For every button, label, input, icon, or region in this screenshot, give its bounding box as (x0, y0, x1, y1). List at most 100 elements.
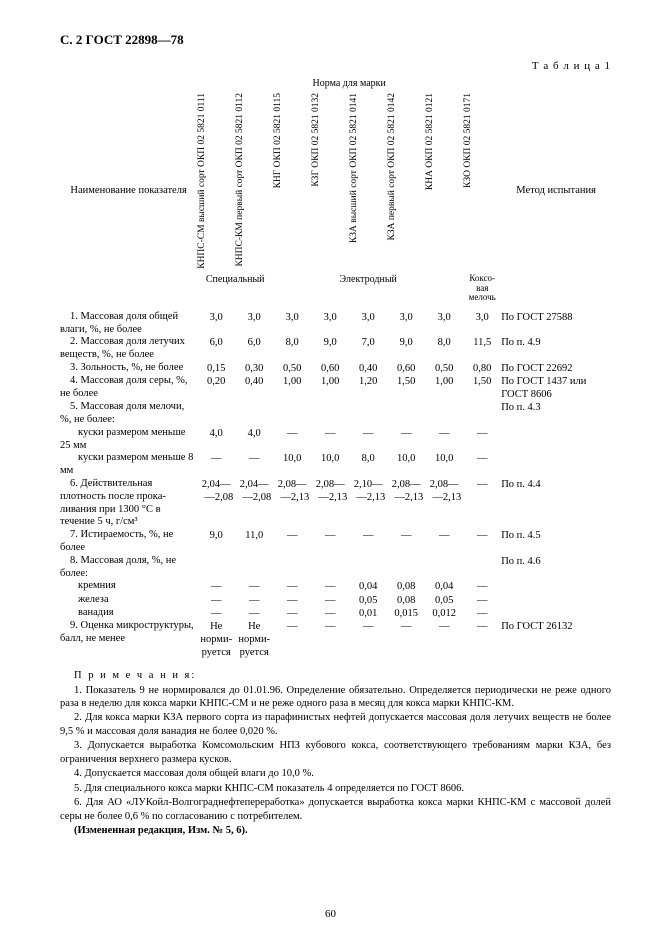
cell: — (311, 620, 349, 659)
cell: Не норми- руется (235, 620, 273, 659)
method-cell: По ГОСТ 22692 (501, 362, 611, 375)
cell (197, 555, 235, 581)
cell: — (311, 529, 349, 555)
cell: 2,08— —2,13 (387, 478, 425, 529)
note-item: 4. Допускается массовая доля общей влаги… (60, 767, 611, 780)
cell: 9,0 (311, 336, 349, 362)
top-header: Норма для марки (197, 78, 501, 91)
cell: 0,50 (425, 362, 463, 375)
row-name: железа (60, 594, 197, 607)
col-code: КЗА высший сорт ОКП 02 5821 0141 (349, 91, 387, 275)
group-electrode: Электродный (273, 274, 463, 302)
cell: 0,08 (387, 580, 425, 593)
cell: 3,0 (425, 311, 463, 337)
cell: 8,0 (273, 336, 311, 362)
cell: — (235, 607, 273, 620)
note-item: 2. Для кокса марки КЗА первого сорта из … (60, 711, 611, 738)
method-cell: По п. 4.4 (501, 478, 611, 529)
notes: П р и м е ч а н и я: 1. Показатель 9 не … (60, 669, 611, 837)
row-name: 4. Массовая доля се­ры, %, не более (60, 375, 197, 401)
cell (425, 555, 463, 581)
table-row: ванадия————0,010,0150,012— (60, 607, 611, 620)
cell: 6,0 (197, 336, 235, 362)
cell: — (197, 594, 235, 607)
cell (311, 401, 349, 427)
cell: 0,30 (235, 362, 273, 375)
table-row: кремния————0,040,080,04— (60, 580, 611, 593)
method-cell (501, 607, 611, 620)
cell: 11,0 (235, 529, 273, 555)
cell: — (425, 427, 463, 453)
cell: — (311, 427, 349, 453)
cell (349, 555, 387, 581)
cell (311, 555, 349, 581)
cell: — (349, 620, 387, 659)
page-header: С. 2 ГОСТ 22898—78 (60, 32, 611, 48)
cell: 0,012 (425, 607, 463, 620)
cell: — (463, 620, 501, 659)
cell (273, 401, 311, 427)
table-row: 4. Массовая доля се­ры, %, не более0,200… (60, 375, 611, 401)
cell: 0,60 (311, 362, 349, 375)
cell: — (311, 607, 349, 620)
cell: 10,0 (387, 452, 425, 478)
cell: 3,0 (197, 311, 235, 337)
cell: 1,50 (387, 375, 425, 401)
notes-list: 1. Показатель 9 не нормировался до 01.01… (60, 684, 611, 823)
table-row: 6. Действительная плотность после прока­… (60, 478, 611, 529)
cell: 0,15 (197, 362, 235, 375)
cell: — (425, 529, 463, 555)
cell: — (463, 452, 501, 478)
notes-title: П р и м е ч а н и я: (60, 669, 611, 682)
cell: — (387, 529, 425, 555)
table-row: куски размером мень­ше 8 мм——10,010,08,0… (60, 452, 611, 478)
cell: 11,5 (463, 336, 501, 362)
cell: 0,20 (197, 375, 235, 401)
cell (235, 555, 273, 581)
cell: 3,0 (387, 311, 425, 337)
col-code: КЗО ОКП 02 5821 0171 (463, 91, 501, 275)
cell: — (349, 529, 387, 555)
cell: Не норми- руется (197, 620, 235, 659)
cell: 0,60 (387, 362, 425, 375)
table-row: 5. Массовая доля ме­лочи, %, не более:По… (60, 401, 611, 427)
cell (463, 555, 501, 581)
row-name: куски размером мень­ше 8 мм (60, 452, 197, 478)
cell: 2,08— —2,13 (311, 478, 349, 529)
right-header: Метод испытания (501, 78, 611, 303)
table-caption: Т а б л и ц а 1 (60, 60, 611, 74)
method-cell (501, 580, 611, 593)
cell: 3,0 (463, 311, 501, 337)
cell (463, 401, 501, 427)
group-special: Специальный (197, 274, 273, 302)
cell: — (463, 529, 501, 555)
note-item: 3. Допускается выработка Комсомольским Н… (60, 739, 611, 766)
cell: — (235, 594, 273, 607)
row-name: 9. Оценка микро­структуры, балл, не мене… (60, 620, 197, 659)
row-name: кремния (60, 580, 197, 593)
cell: — (273, 607, 311, 620)
spec-table: Наименование показателя Норма для марки … (60, 78, 611, 659)
cell: 0,05 (425, 594, 463, 607)
method-cell: По ГОСТ 27588 (501, 311, 611, 337)
cell: 3,0 (349, 311, 387, 337)
cell: — (463, 427, 501, 453)
cell (273, 555, 311, 581)
cell (235, 401, 273, 427)
cell (197, 401, 235, 427)
table-row: железа————0,050,080,05— (60, 594, 611, 607)
cell: — (273, 529, 311, 555)
cell: 3,0 (273, 311, 311, 337)
cell: — (197, 580, 235, 593)
cell (387, 555, 425, 581)
row-name: 6. Действительная плотность после прока­… (60, 478, 197, 529)
cell: 1,50 (463, 375, 501, 401)
method-cell: По ГОСТ 26132 (501, 620, 611, 659)
cell: 9,0 (197, 529, 235, 555)
cell: 2,04— —2,08 (197, 478, 235, 529)
cell: 9,0 (387, 336, 425, 362)
table-row: 7. Истираемость, %, не более9,011,0—————… (60, 529, 611, 555)
col-code: КНГ ОКП 02 5821 0115 (273, 91, 311, 275)
cell: 4,0 (197, 427, 235, 453)
cell: — (235, 580, 273, 593)
